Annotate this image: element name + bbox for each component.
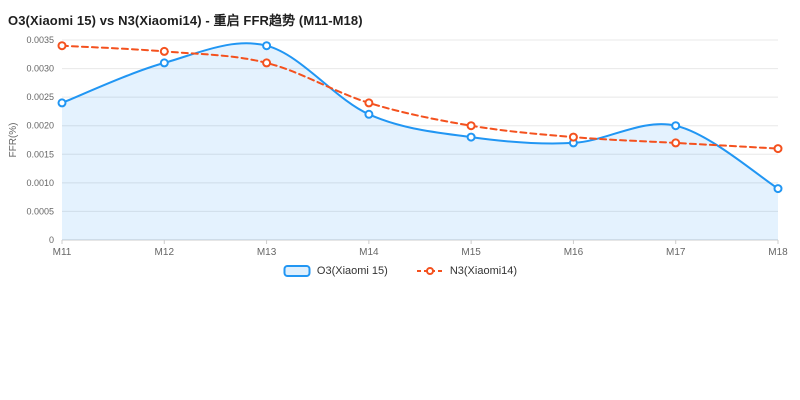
x-tick-label: M11 <box>53 247 72 258</box>
y-tick-label: 0.0025 <box>26 92 54 102</box>
x-tick-label: M15 <box>461 247 481 258</box>
chart-legend: O3(Xiaomi 15) N3(Xiaomi14) <box>0 264 800 278</box>
legend-item-o3[interactable]: O3(Xiaomi 15) <box>283 264 388 278</box>
data-point-marker <box>57 98 67 108</box>
data-point-marker <box>773 184 783 194</box>
data-point-marker <box>364 98 374 108</box>
data-point-marker <box>159 46 169 56</box>
x-tick-label: M13 <box>257 247 277 258</box>
line-chart: 0 0.0005 0.0010 0.0015 0.0020 0.0025 0.0030 0.0… <box>8 35 788 258</box>
legend-item-n3[interactable]: N3(Xiaomi14) <box>416 264 517 278</box>
series-line <box>61 42 779 190</box>
data-point-marker <box>466 121 476 131</box>
y-axis-title: FFR(%) <box>8 123 19 158</box>
x-tick-label: M14 <box>359 247 379 258</box>
x-tick-label: M16 <box>564 247 584 258</box>
y-tick-label: 0 <box>49 235 54 245</box>
dashed-line-legend-icon <box>416 267 443 275</box>
data-point-marker <box>568 132 578 142</box>
series-line <box>61 44 779 150</box>
chart-title: O3(Xiaomi 15) vs N3(Xiaomi14) - 重启 FFR趋势… <box>8 13 363 28</box>
data-point-marker <box>57 41 67 51</box>
y-tick-label: 0.0035 <box>26 35 54 45</box>
y-tick-label: 0.0010 <box>26 178 54 188</box>
y-tick-label: 0.0030 <box>26 64 54 74</box>
data-point-marker <box>262 41 272 51</box>
legend-label: O3(Xiaomi 15) <box>316 265 388 277</box>
y-tick-label: 0.0005 <box>26 206 54 216</box>
data-point-marker <box>466 132 476 142</box>
x-tick-label: M18 <box>768 247 788 258</box>
data-point-marker <box>671 138 681 148</box>
x-tick-label: M17 <box>666 247 686 258</box>
data-point-marker <box>364 109 374 119</box>
data-point-marker <box>159 58 169 68</box>
data-point-marker <box>262 58 272 68</box>
legend-label: N3(Xiaomi14) <box>449 265 518 277</box>
series-area <box>62 43 778 240</box>
area-line-legend-icon <box>283 265 311 277</box>
y-tick-label: 0.0015 <box>26 149 54 159</box>
data-point-marker <box>671 121 681 131</box>
y-tick-label: 0.0020 <box>26 121 54 131</box>
x-tick-label: M12 <box>155 247 175 258</box>
data-point-marker <box>773 144 783 154</box>
